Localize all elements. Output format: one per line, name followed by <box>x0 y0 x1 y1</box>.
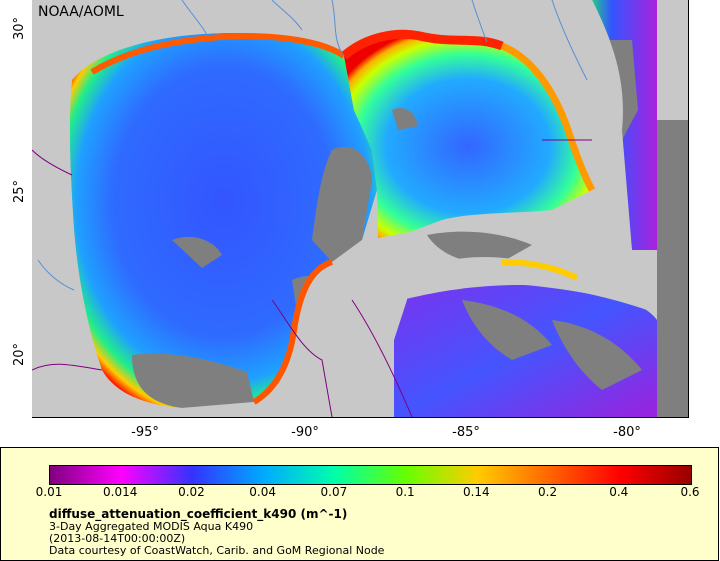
lon-tick-80: -80° <box>613 425 641 440</box>
north-coast-rim <box>90 32 346 75</box>
colorbar-tick-label: 0.14 <box>462 485 490 499</box>
lat-tick-25: 25° <box>12 179 27 203</box>
cuba-rim <box>501 259 579 281</box>
colorbar <box>49 465 692 485</box>
lat-tick-30: 30° <box>12 16 27 40</box>
western-gulf-water <box>69 32 378 409</box>
rivers <box>37 0 588 291</box>
legend-product-line: 3-Day Aggregated MODIS Aqua K490 <box>49 520 254 533</box>
lon-tick-90: -90° <box>291 425 319 440</box>
colorbar-tick-label: 0.4 <box>609 485 629 499</box>
land-north-coast <box>72 0 623 190</box>
lon-tick-95: -95° <box>131 425 159 440</box>
lon-tick-85: -85° <box>452 425 480 440</box>
credit-label: NOAA/AOML <box>38 4 124 20</box>
colorbar-tick-label: 0.04 <box>249 485 277 499</box>
legend-panel: 0.01 0.014 0.02 0.04 0.07 0.1 0.14 0.2 0.4 0.6 di… <box>0 447 719 561</box>
map-panel[interactable]: NOAA/AOML <box>32 0 689 418</box>
legend-variable-name: diffuse_attenuation_coefficient_k490 (m^… <box>49 507 348 521</box>
colorbar-tick-label: 0.1 <box>395 485 415 499</box>
colorbar-tick-label: 0.02 <box>178 485 205 499</box>
land-yucatan <box>254 232 410 417</box>
k490-map[interactable] <box>32 0 688 417</box>
legend-date-line: (2013-08-14T00:00:00Z) <box>49 532 186 545</box>
political-borders <box>32 139 592 417</box>
colorbar-tick-label: 0.2 <box>538 485 558 499</box>
florida-rim <box>500 42 596 192</box>
yucatan-rim <box>252 259 334 405</box>
louisiana-rim <box>341 29 504 60</box>
land-florida <box>592 130 632 250</box>
land-cuba <box>442 256 652 310</box>
eastern-gulf-water <box>344 34 592 238</box>
legend-credit-line: Data courtesy of CoastWatch, Carib. and … <box>49 544 385 557</box>
colorbar-tick-label: 0.07 <box>320 485 348 499</box>
colorbar-tick-label: 0.014 <box>103 485 138 499</box>
lat-tick-20: 20° <box>12 342 27 366</box>
colorbar-tick-label: 0.01 <box>35 485 63 499</box>
land-mexico-west <box>32 0 264 417</box>
colorbar-tick-label: 0.6 <box>680 485 700 499</box>
